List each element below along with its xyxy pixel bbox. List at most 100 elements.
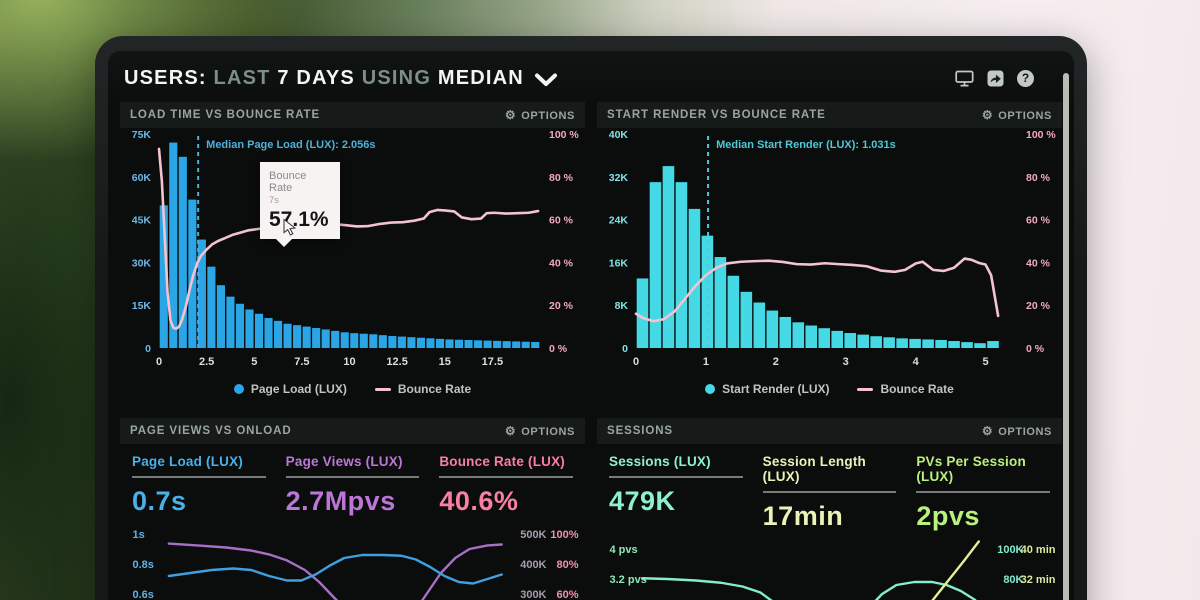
options-button[interactable]: ⚙ OPTIONS — [981, 108, 1052, 122]
bar — [961, 342, 973, 348]
bar — [974, 343, 986, 348]
right-axis-label: 60 % — [549, 215, 574, 227]
bar — [283, 323, 292, 348]
metric-page-views: Page Views (LUX) 2.7Mpvs — [285, 454, 420, 517]
x-axis-label: 5 — [982, 356, 988, 368]
bar — [474, 340, 483, 348]
bar — [857, 334, 869, 348]
options-button[interactable]: ⚙ OPTIONS — [504, 108, 575, 122]
bounce-rate-line — [634, 257, 1000, 323]
title-using: USING — [361, 67, 432, 89]
metric-session-length: Session Length (LUX) 17min — [762, 454, 897, 532]
mini-right-label-1: 300K — [520, 589, 546, 600]
panel-load-time-header: LOAD TIME VS BOUNCE RATE ⚙ OPTIONS — [120, 102, 585, 128]
bar — [649, 182, 662, 348]
bar — [197, 239, 206, 348]
chevron-down-icon[interactable] — [534, 73, 558, 87]
bar — [207, 266, 216, 348]
session-length-line — [931, 540, 980, 600]
legend-dot-icon — [233, 384, 244, 394]
panel-page-views: PAGE VIEWS VS ONLOAD ⚙ OPTIONS Page Load … — [120, 418, 585, 600]
chart-legend: Start Render (LUX) Bounce Rate — [597, 380, 1062, 408]
x-axis-label: 0 — [156, 356, 162, 368]
right-axis-label: 100 % — [549, 129, 579, 141]
bar — [779, 316, 792, 348]
legend-item[interactable]: Bounce Rate — [374, 382, 471, 396]
mini-right-label-1: 400K — [520, 559, 546, 571]
bar — [264, 318, 273, 348]
dashboard-title-dropdown[interactable]: USERS: LAST 7 DAYS USING MEDIAN — [124, 67, 524, 90]
bar — [359, 333, 368, 348]
bar — [662, 166, 675, 348]
options-button[interactable]: ⚙ OPTIONS — [981, 424, 1052, 438]
bar — [397, 336, 406, 348]
left-axis-label: 30K — [132, 257, 152, 269]
bar — [531, 342, 540, 348]
right-axis-label: 20 % — [549, 300, 574, 312]
bar — [340, 332, 349, 348]
bar — [226, 296, 235, 348]
bar — [844, 333, 856, 348]
right-axis-label: 80 % — [1026, 172, 1051, 184]
bar — [378, 335, 387, 348]
share-icon[interactable] — [987, 70, 1004, 87]
mouse-cursor-icon — [282, 218, 299, 236]
bar — [909, 338, 921, 348]
bar — [831, 330, 844, 348]
vertical-scrollbar[interactable] — [1063, 73, 1069, 600]
metric-underline — [132, 476, 266, 478]
legend-item[interactable]: Page Load (LUX) — [233, 382, 347, 396]
right-axis-label: 0 % — [549, 343, 568, 355]
bar — [792, 322, 805, 348]
bar — [388, 336, 397, 348]
legend-item[interactable]: Bounce Rate — [857, 382, 954, 396]
x-axis-label: 0 — [633, 356, 639, 368]
bar — [464, 340, 473, 348]
right-axis-label: 40 % — [1026, 257, 1051, 269]
panel-start-render-header: START RENDER VS BOUNCE RATE ⚙ OPTIONS — [597, 102, 1062, 128]
bar — [169, 142, 178, 348]
legend-item[interactable]: Start Render (LUX) — [705, 382, 829, 396]
tooltip-subtitle: 7s — [269, 195, 280, 206]
help-icon[interactable]: ? — [1017, 70, 1034, 87]
sessions-metrics: Sessions (LUX) 479K Session Length (LUX)… — [597, 444, 1062, 532]
page-views-mini-chart[interactable]: 1s 0.8s 0.6s 500K 100% 400K 80% 300K 60% — [120, 519, 585, 600]
options-button[interactable]: ⚙ OPTIONS — [504, 424, 575, 438]
start-render-chart[interactable]: 40K 32K 24K 16K 8K 0 100 % 80 % 60 % 40 % 20 % 0 % 0… — [597, 128, 1062, 380]
metric-underline — [762, 491, 897, 493]
right-axis-label: 60 % — [1026, 215, 1051, 227]
bounce-rate-line — [157, 147, 540, 331]
bar — [350, 333, 359, 348]
page-views-line — [167, 542, 503, 600]
bar — [870, 336, 882, 348]
panel-title: PAGE VIEWS VS ONLOAD — [130, 425, 292, 437]
mini-left-label: 0.6s — [133, 589, 154, 600]
legend-dash-icon — [857, 387, 874, 391]
page-views-metrics: Page Load (LUX) 0.7s Page Views (LUX) 2.… — [120, 444, 585, 517]
bars-group — [159, 142, 540, 348]
bar — [740, 291, 753, 348]
bar — [312, 328, 321, 348]
panel-title: SESSIONS — [607, 425, 673, 437]
load-time-chart[interactable]: 75K 60K 45K 30K 15K 0 100 % 80 % 60 % 40 % 20 % 0 %… — [120, 128, 585, 380]
title-median: MEDIAN — [437, 67, 524, 89]
right-axis-label: 100 % — [1026, 129, 1056, 141]
mini-right-label-2: 80% — [556, 559, 578, 571]
display-icon[interactable] — [955, 70, 974, 87]
bar — [274, 320, 283, 348]
bar — [454, 339, 464, 348]
mini-right-label-2: 32 min — [1021, 574, 1056, 586]
left-axis-label: 8K — [615, 300, 629, 312]
panel-sessions: SESSIONS ⚙ OPTIONS Sessions (LUX) 479K Se… — [597, 418, 1062, 600]
mini-right-label-1: 500K — [520, 529, 546, 541]
x-axis-label: 5 — [251, 356, 257, 368]
dashboard-screen: USERS: LAST 7 DAYS USING MEDIAN ? — [108, 51, 1074, 600]
mini-right-label-2: 100% — [550, 529, 578, 541]
bar — [302, 326, 311, 348]
metric-bounce-rate: Bounce Rate (LUX) 40.6% — [439, 454, 573, 517]
panel-sessions-header: SESSIONS ⚙ OPTIONS — [597, 418, 1062, 444]
bar — [935, 339, 947, 348]
bar — [426, 338, 435, 348]
page-load-line — [167, 553, 503, 585]
